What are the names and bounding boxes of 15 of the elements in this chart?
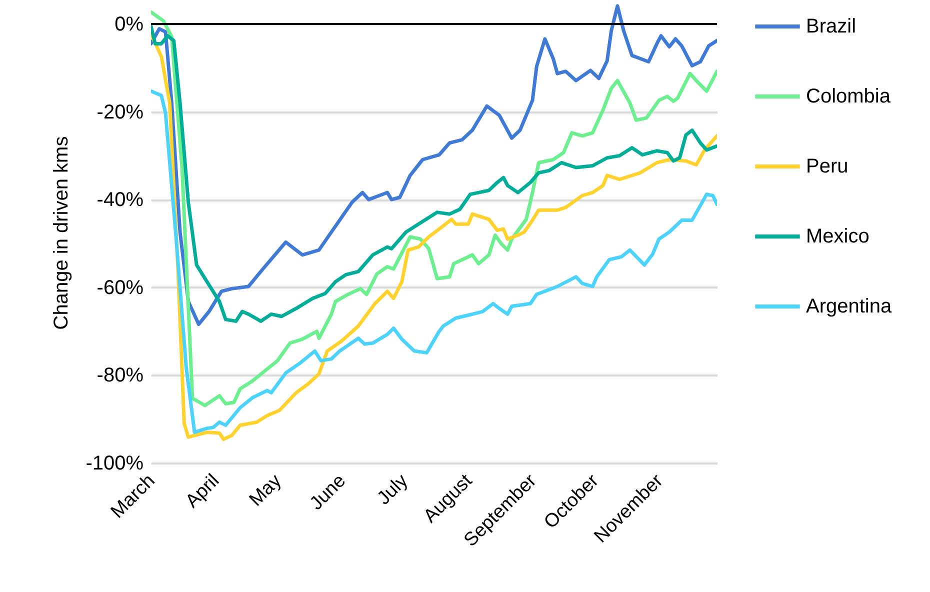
legend-label: Colombia (806, 86, 892, 108)
y-tick-label: -40% (96, 189, 144, 212)
legend-label: Peru (806, 156, 848, 178)
y-tick-label: -100% (86, 452, 144, 474)
x-tick-label: July (373, 470, 413, 510)
y-axis-title: Change in driven kms (50, 136, 73, 330)
x-tick-label: May (246, 470, 286, 511)
y-tick-label: -20% (96, 101, 144, 124)
legend-label: Mexico (806, 226, 870, 248)
legend-label: Brazil (806, 16, 856, 38)
line-series (151, 89, 717, 434)
legend-label: Argentina (806, 296, 892, 318)
y-tick-label: -80% (96, 364, 144, 387)
y-tick-label: 0% (114, 13, 144, 36)
y-tick-label: -60% (96, 276, 144, 299)
